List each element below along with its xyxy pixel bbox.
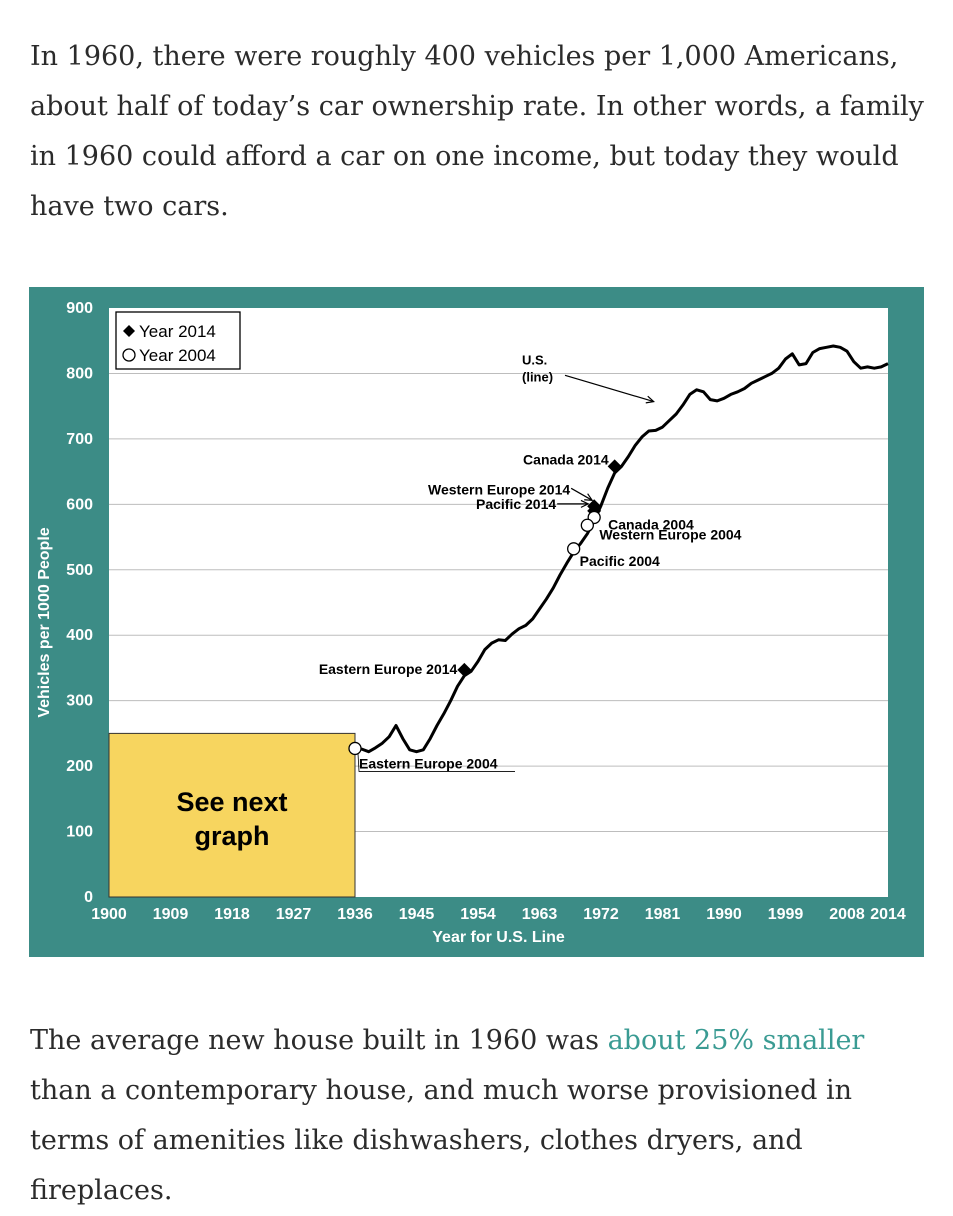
point-label: Eastern Europe 2004: [359, 755, 498, 771]
point-label: Pacific 2004: [580, 553, 660, 569]
y-tick-label: 100: [66, 824, 93, 841]
y-tick-label: 800: [66, 365, 93, 382]
y-axis-label: Vehicles per 1000 People: [36, 527, 53, 717]
y-tick-label: 900: [66, 300, 93, 317]
vehicle-ownership-chart: 0 100 200 300 400 500 600 700 800 900 1900 1909 1918…: [29, 287, 924, 957]
legend-circle-marker: [122, 348, 136, 362]
x-tick-label: 1999: [768, 906, 804, 923]
us-line-annotation-line: U.S.: [522, 352, 547, 367]
point-label: Eastern Europe 2014: [319, 661, 458, 677]
legend-entry-label: Year 2014: [139, 322, 216, 341]
y-tick-label: 700: [66, 431, 93, 448]
x-tick-label: 1954: [460, 906, 496, 923]
x-tick-label: 1990: [706, 906, 742, 923]
y-tick-label: 400: [66, 627, 93, 644]
see-next-graph-box: [108, 732, 356, 898]
x-tick-label: 2014: [870, 906, 906, 923]
legend: Year 2014 Year 2004: [115, 311, 241, 370]
x-tick-label: 2008: [829, 906, 865, 923]
y-tick-label: 200: [66, 758, 93, 775]
y-tick-label: 0: [84, 889, 93, 906]
point-label: Canada 2004: [608, 516, 694, 532]
x-tick-label: 1918: [214, 906, 250, 923]
us-line-annotation: U.S. (line): [522, 352, 553, 384]
house-size-text-before: The average new house built in 1960 was: [30, 1025, 608, 1056]
y-tick-label: 500: [66, 562, 93, 579]
western-europe-2014-arrow: [570, 487, 593, 501]
x-tick-label: 1927: [276, 906, 312, 923]
marker-2014: [457, 662, 472, 677]
intro-paragraph: In 1960, there were roughly 400 vehicles…: [30, 41, 924, 222]
marker-2004: [567, 542, 581, 556]
x-tick-label: 1936: [337, 906, 373, 923]
y-tick-label: 300: [66, 693, 93, 710]
x-tick-label: 1972: [583, 906, 619, 923]
us-line-arrow: [564, 374, 654, 403]
us-line-arrow-head: [645, 395, 655, 404]
house-size-paragraph: The average new house built in 1960 was …: [30, 1016, 930, 1216]
marker-2004: [348, 741, 362, 756]
y-tick-label: 600: [66, 496, 93, 513]
x-tick-label: 1945: [399, 906, 435, 923]
x-tick-label: 1909: [153, 906, 189, 923]
us-line-annotation-line: (line): [522, 369, 553, 384]
see-next-graph-label-line: See next: [176, 787, 287, 817]
point-label: Canada 2014: [523, 451, 609, 467]
eastern-europe-2004-leader: [357, 753, 515, 772]
house-size-text-after: than a contemporary house, and much wors…: [30, 1075, 852, 1206]
legend-entry-label: Year 2004: [139, 346, 216, 365]
western-europe-2014-arrow-head: [584, 493, 594, 501]
point-label: Western Europe 2004: [599, 526, 741, 542]
pacific-2014-arrow-head: [580, 499, 590, 508]
see-next-graph-label-line: graph: [194, 821, 269, 851]
legend-diamond-marker: [123, 325, 135, 337]
marker-2014: [607, 459, 622, 474]
marker-2004: [580, 518, 594, 532]
x-tick-label: 1981: [645, 906, 681, 923]
point-label: Western Europe 2014: [428, 481, 570, 497]
legend-box: [115, 311, 241, 370]
x-tick-label: 1900: [91, 906, 127, 923]
chart-canvas: 0 100 200 300 400 500 600 700 800 900 1900 1909 1918…: [29, 287, 924, 957]
point-label: Pacific 2014: [476, 496, 556, 512]
x-tick-label: 1963: [522, 906, 558, 923]
x-axis-label: Year for U.S. Line: [432, 929, 565, 946]
house-size-link[interactable]: about 25% smaller: [607, 1025, 865, 1056]
see-next-graph-label: See next graph: [176, 787, 287, 851]
